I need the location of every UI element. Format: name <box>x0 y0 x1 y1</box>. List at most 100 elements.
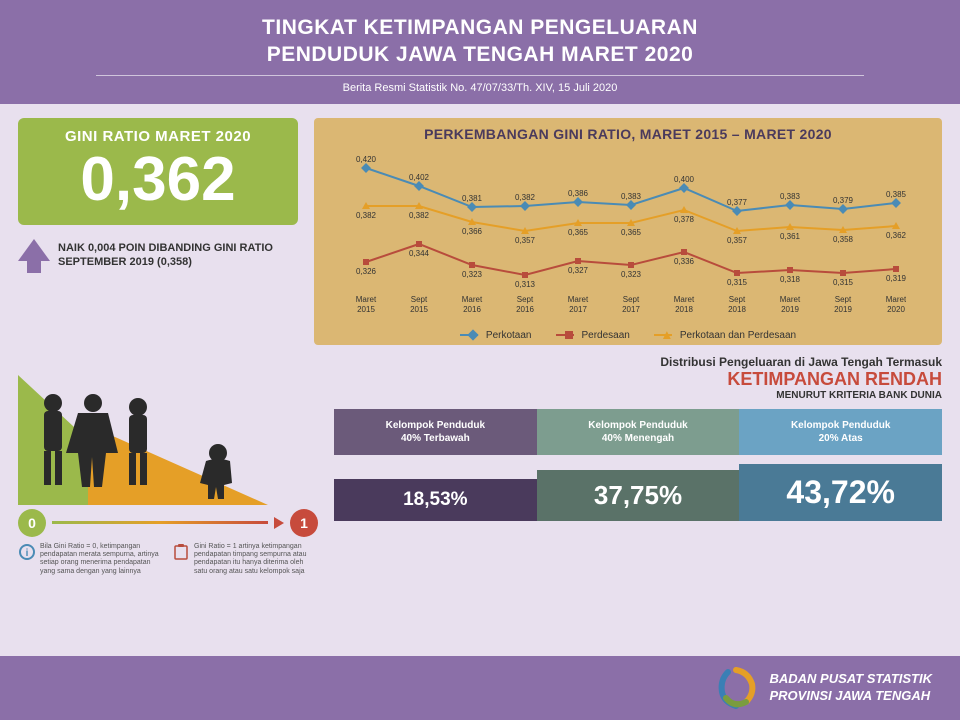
svg-text:0,326: 0,326 <box>356 267 377 276</box>
dist-group-label: Kelompok Penduduk40% Terbawah <box>334 409 537 455</box>
svg-text:0,381: 0,381 <box>462 194 483 203</box>
scale-arrow-icon <box>274 517 284 529</box>
svg-text:i: i <box>26 548 29 559</box>
bps-logo-icon <box>714 666 758 710</box>
footer-line2: PROVINSI JAWA TENGAH <box>770 688 933 705</box>
dist-group-label: Kelompok Penduduk20% Atas <box>739 409 942 455</box>
gini-scale: 0 1 <box>18 509 318 537</box>
note-one: Gini Ratio = 1 artinya ketimpangan penda… <box>194 543 318 577</box>
svg-text:0,383: 0,383 <box>621 192 642 201</box>
svg-text:0,382: 0,382 <box>515 193 536 202</box>
svg-text:2015: 2015 <box>357 305 375 314</box>
header: TINGKAT KETIMPANGAN PENGELUARAN PENDUDUK… <box>0 0 960 104</box>
svg-text:0,357: 0,357 <box>727 236 748 245</box>
legend-label: Perdesaan <box>582 330 630 341</box>
scale-line <box>52 521 268 524</box>
chart-legend: Perkotaan Perdesaan Perkotaan dan Perdesaa… <box>326 330 930 341</box>
scale-one: 1 <box>290 509 318 537</box>
svg-text:0,383: 0,383 <box>780 192 801 201</box>
svg-text:0,344: 0,344 <box>409 249 430 258</box>
dist-line2: KETIMPANGAN RENDAH <box>334 369 942 390</box>
line-chart: Maret2015Sept2015Maret2016Sept2016Maret2… <box>326 148 930 328</box>
svg-text:0,358: 0,358 <box>833 235 854 244</box>
svg-text:0,379: 0,379 <box>833 196 854 205</box>
svg-text:Maret: Maret <box>674 295 695 304</box>
svg-text:0,318: 0,318 <box>780 275 801 284</box>
gini-card: GINI RATIO MARET 2020 0,362 <box>18 118 298 225</box>
svg-text:Maret: Maret <box>356 295 377 304</box>
legend-item: Perkotaan dan Perdesaan <box>654 330 796 341</box>
svg-text:2017: 2017 <box>569 305 587 314</box>
people-illustration <box>18 355 318 505</box>
svg-text:Maret: Maret <box>886 295 906 304</box>
svg-text:2017: 2017 <box>622 305 640 314</box>
distribution-groups: Kelompok Penduduk40% TerbawahKelompok Pe… <box>334 409 942 455</box>
dist-group-label: Kelompok Penduduk40% Menengah <box>537 409 740 455</box>
svg-text:Sept: Sept <box>835 295 852 304</box>
title-line2: PENDUDUK JAWA TENGAH MARET 2020 <box>267 43 694 66</box>
svg-text:0,420: 0,420 <box>356 155 377 164</box>
svg-text:0,400: 0,400 <box>674 175 695 184</box>
distribution-heading: Distribusi Pengeluaran di Jawa Tengah Te… <box>334 355 942 401</box>
distribution-values: 18,53%37,75%43,72% <box>334 461 942 521</box>
svg-text:2016: 2016 <box>516 305 534 314</box>
title: TINGKAT KETIMPANGAN PENGELUARAN PENDUDUK… <box>0 14 960 69</box>
svg-text:0,365: 0,365 <box>568 228 589 237</box>
legend-swatch <box>556 334 574 336</box>
dist-group-value: 37,75% <box>537 470 740 521</box>
svg-text:Sept: Sept <box>411 295 428 304</box>
svg-text:0,378: 0,378 <box>674 215 695 224</box>
legend-label: Perkotaan <box>486 330 532 341</box>
svg-text:Maret: Maret <box>568 295 589 304</box>
footer-line1: BADAN PUSAT STATISTIK <box>770 671 933 688</box>
svg-text:0,402: 0,402 <box>409 173 430 182</box>
scale-zero: 0 <box>18 509 46 537</box>
svg-text:0,323: 0,323 <box>621 270 642 279</box>
svg-text:Sept: Sept <box>517 295 534 304</box>
distribution-panel: Distribusi Pengeluaran di Jawa Tengah Te… <box>334 355 942 577</box>
subtitle: Berita Resmi Statistik No. 47/07/33/Th. … <box>96 75 864 94</box>
footer: BADAN PUSAT STATISTIK PROVINSI JAWA TENG… <box>0 656 960 720</box>
svg-text:2019: 2019 <box>834 305 852 314</box>
svg-text:0,315: 0,315 <box>833 278 854 287</box>
svg-text:0,361: 0,361 <box>780 232 801 241</box>
scale-notes: i Bila Gini Ratio = 0, ketimpangan penda… <box>18 543 318 577</box>
gini-note-text: NAIK 0,004 POIN DIBANDING GINI RATIO SEP… <box>58 241 298 270</box>
dist-line3: MENURUT KRITERIA BANK DUNIA <box>334 390 942 401</box>
title-line1: TINGKAT KETIMPANGAN PENGELUARAN <box>262 16 698 39</box>
svg-text:2018: 2018 <box>728 305 746 314</box>
footer-text: BADAN PUSAT STATISTIK PROVINSI JAWA TENG… <box>770 671 933 705</box>
gini-panel: GINI RATIO MARET 2020 0,362 NAIK 0,004 P… <box>18 118 298 345</box>
gini-title: GINI RATIO MARET 2020 <box>30 128 286 145</box>
svg-text:2016: 2016 <box>463 305 481 314</box>
dist-line1: Distribusi Pengeluaran di Jawa Tengah Te… <box>334 355 942 369</box>
svg-text:0,366: 0,366 <box>462 227 483 236</box>
dist-group-value: 43,72% <box>739 464 942 521</box>
dist-group-value: 18,53% <box>334 479 537 521</box>
legend-label: Perkotaan dan Perdesaan <box>680 330 796 341</box>
svg-text:2020: 2020 <box>887 305 905 314</box>
svg-text:0,385: 0,385 <box>886 190 906 199</box>
svg-text:0,362: 0,362 <box>886 231 906 240</box>
svg-text:0,319: 0,319 <box>886 274 906 283</box>
svg-text:2018: 2018 <box>675 305 693 314</box>
info-icon: i <box>18 543 36 561</box>
gini-value: 0,362 <box>30 149 286 211</box>
svg-text:0,357: 0,357 <box>515 236 536 245</box>
svg-text:0,313: 0,313 <box>515 280 536 289</box>
svg-text:0,323: 0,323 <box>462 270 483 279</box>
svg-text:0,386: 0,386 <box>568 189 589 198</box>
svg-text:0,382: 0,382 <box>356 211 377 220</box>
note-zero: Bila Gini Ratio = 0, ketimpangan pendapa… <box>40 543 164 577</box>
legend-item: Perdesaan <box>556 330 630 341</box>
svg-text:Maret: Maret <box>780 295 801 304</box>
gini-note: NAIK 0,004 POIN DIBANDING GINI RATIO SEP… <box>18 237 298 270</box>
svg-text:0,365: 0,365 <box>621 228 642 237</box>
svg-text:0,327: 0,327 <box>568 266 589 275</box>
svg-text:2015: 2015 <box>410 305 428 314</box>
svg-text:Sept: Sept <box>729 295 746 304</box>
svg-text:0,315: 0,315 <box>727 278 748 287</box>
svg-text:Sept: Sept <box>623 295 640 304</box>
svg-text:2019: 2019 <box>781 305 799 314</box>
svg-text:0,382: 0,382 <box>409 211 430 220</box>
